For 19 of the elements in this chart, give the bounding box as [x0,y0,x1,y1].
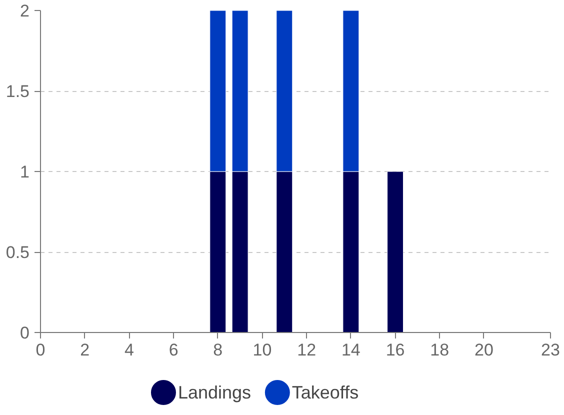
x-tick-label: 4 [124,340,134,360]
y-tick-label: 1 [20,162,30,182]
y-tick-label: 0.5 [6,243,30,262]
x-tick-label: 23 [541,340,560,360]
x-tick-label: 20 [474,340,494,360]
x-tick-label: 14 [341,340,360,360]
x-tick-label: 0 [36,340,46,360]
legend-label: Takeoffs [292,382,359,402]
x-tick-label: 12 [297,340,316,360]
x-tick-label: 16 [386,340,405,360]
x-tick-label: 2 [80,340,90,360]
y-tick-label: 0 [20,324,30,342]
x-tick-label: 10 [252,340,272,360]
x-tick-label: 18 [430,340,450,360]
y-tick-label: 1.5 [6,82,30,101]
x-tick-label: 8 [213,340,223,360]
legend-label: Landings [178,382,252,402]
x-tick-label: 6 [168,340,178,360]
y-tick-label: 2 [20,2,30,20]
